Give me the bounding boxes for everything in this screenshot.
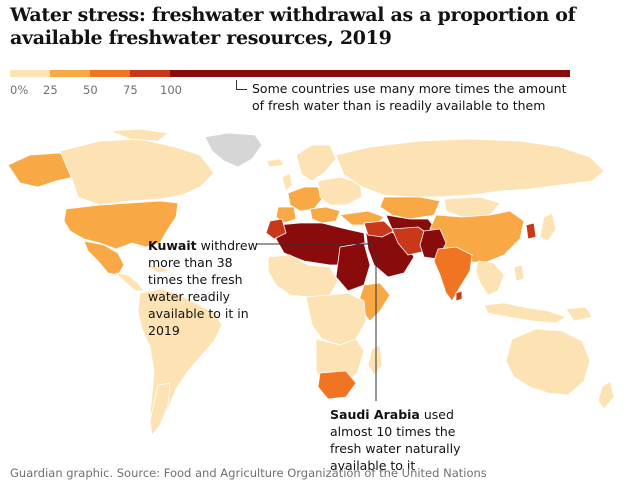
legend-swatch-0-25 bbox=[10, 70, 50, 77]
legend-swatch-75-100 bbox=[130, 70, 170, 77]
region-uk bbox=[281, 172, 293, 192]
legend-swatch-100-plus bbox=[170, 70, 570, 77]
region-caribbean bbox=[145, 264, 171, 274]
source-credit: Guardian graphic. Source: Food and Agric… bbox=[10, 466, 487, 480]
annotation-kuwait: Kuwait withdrew more than 38 times the f… bbox=[148, 237, 270, 339]
region-new-zealand bbox=[597, 380, 615, 410]
region-kazakhstan bbox=[379, 196, 441, 220]
region-western-europe bbox=[287, 186, 323, 212]
region-greenland bbox=[204, 132, 263, 168]
legend-tick-75: 75 bbox=[123, 83, 138, 97]
chart-title: Water stress: freshwater withdrawal as a… bbox=[10, 4, 576, 49]
legend-note: Some countries use many more times the a… bbox=[252, 81, 567, 113]
region-arctic-islands bbox=[109, 128, 169, 142]
region-russia bbox=[335, 138, 605, 198]
kuwait-marker bbox=[370, 242, 374, 246]
region-canada bbox=[59, 138, 215, 206]
legend-tick-100: 100 bbox=[160, 83, 182, 97]
region-mongolia bbox=[443, 196, 501, 218]
region-scandinavia bbox=[295, 144, 337, 182]
annotation-saudi-country: Saudi Arabia bbox=[330, 407, 420, 422]
region-chile-argentina-south bbox=[149, 382, 171, 436]
world-map bbox=[7, 128, 615, 436]
legend-tick-50: 50 bbox=[83, 83, 98, 97]
annotation-kuwait-text: withdrew more than 38 times the fresh wa… bbox=[148, 238, 258, 338]
legend-swatch-25-50 bbox=[50, 70, 90, 77]
region-south-africa bbox=[317, 370, 357, 400]
region-australia bbox=[505, 328, 591, 396]
region-indonesia bbox=[483, 302, 567, 324]
legend-swatch-50-75 bbox=[90, 70, 130, 77]
annotation-saudi-arabia: Saudi Arabia used almost 10 times the fr… bbox=[330, 406, 490, 474]
region-iceland bbox=[265, 158, 285, 168]
region-central-africa bbox=[305, 292, 367, 346]
region-iraq-syria bbox=[363, 220, 395, 238]
region-central-america bbox=[115, 272, 145, 292]
region-eastern-europe bbox=[317, 176, 363, 206]
region-india bbox=[433, 246, 473, 302]
region-philippines bbox=[513, 264, 525, 282]
legend-color-scale bbox=[10, 70, 570, 77]
annotation-saudi-text: used almost 10 times the fresh water nat… bbox=[330, 407, 461, 473]
region-korea bbox=[525, 222, 537, 240]
legend-note-leader bbox=[236, 80, 247, 90]
region-madagascar bbox=[367, 344, 383, 376]
legend-tick-0: 0% bbox=[10, 83, 29, 97]
region-se-asia bbox=[475, 260, 505, 296]
region-usa bbox=[63, 200, 179, 250]
annotation-kuwait-country: Kuwait bbox=[148, 238, 197, 253]
region-papua bbox=[565, 306, 593, 322]
region-egypt-sudan bbox=[335, 242, 371, 292]
region-italy-balkans bbox=[309, 206, 341, 224]
region-sri-lanka bbox=[455, 290, 463, 302]
legend-tick-25: 25 bbox=[43, 83, 58, 97]
region-japan bbox=[539, 212, 557, 242]
region-morocco bbox=[265, 218, 287, 240]
